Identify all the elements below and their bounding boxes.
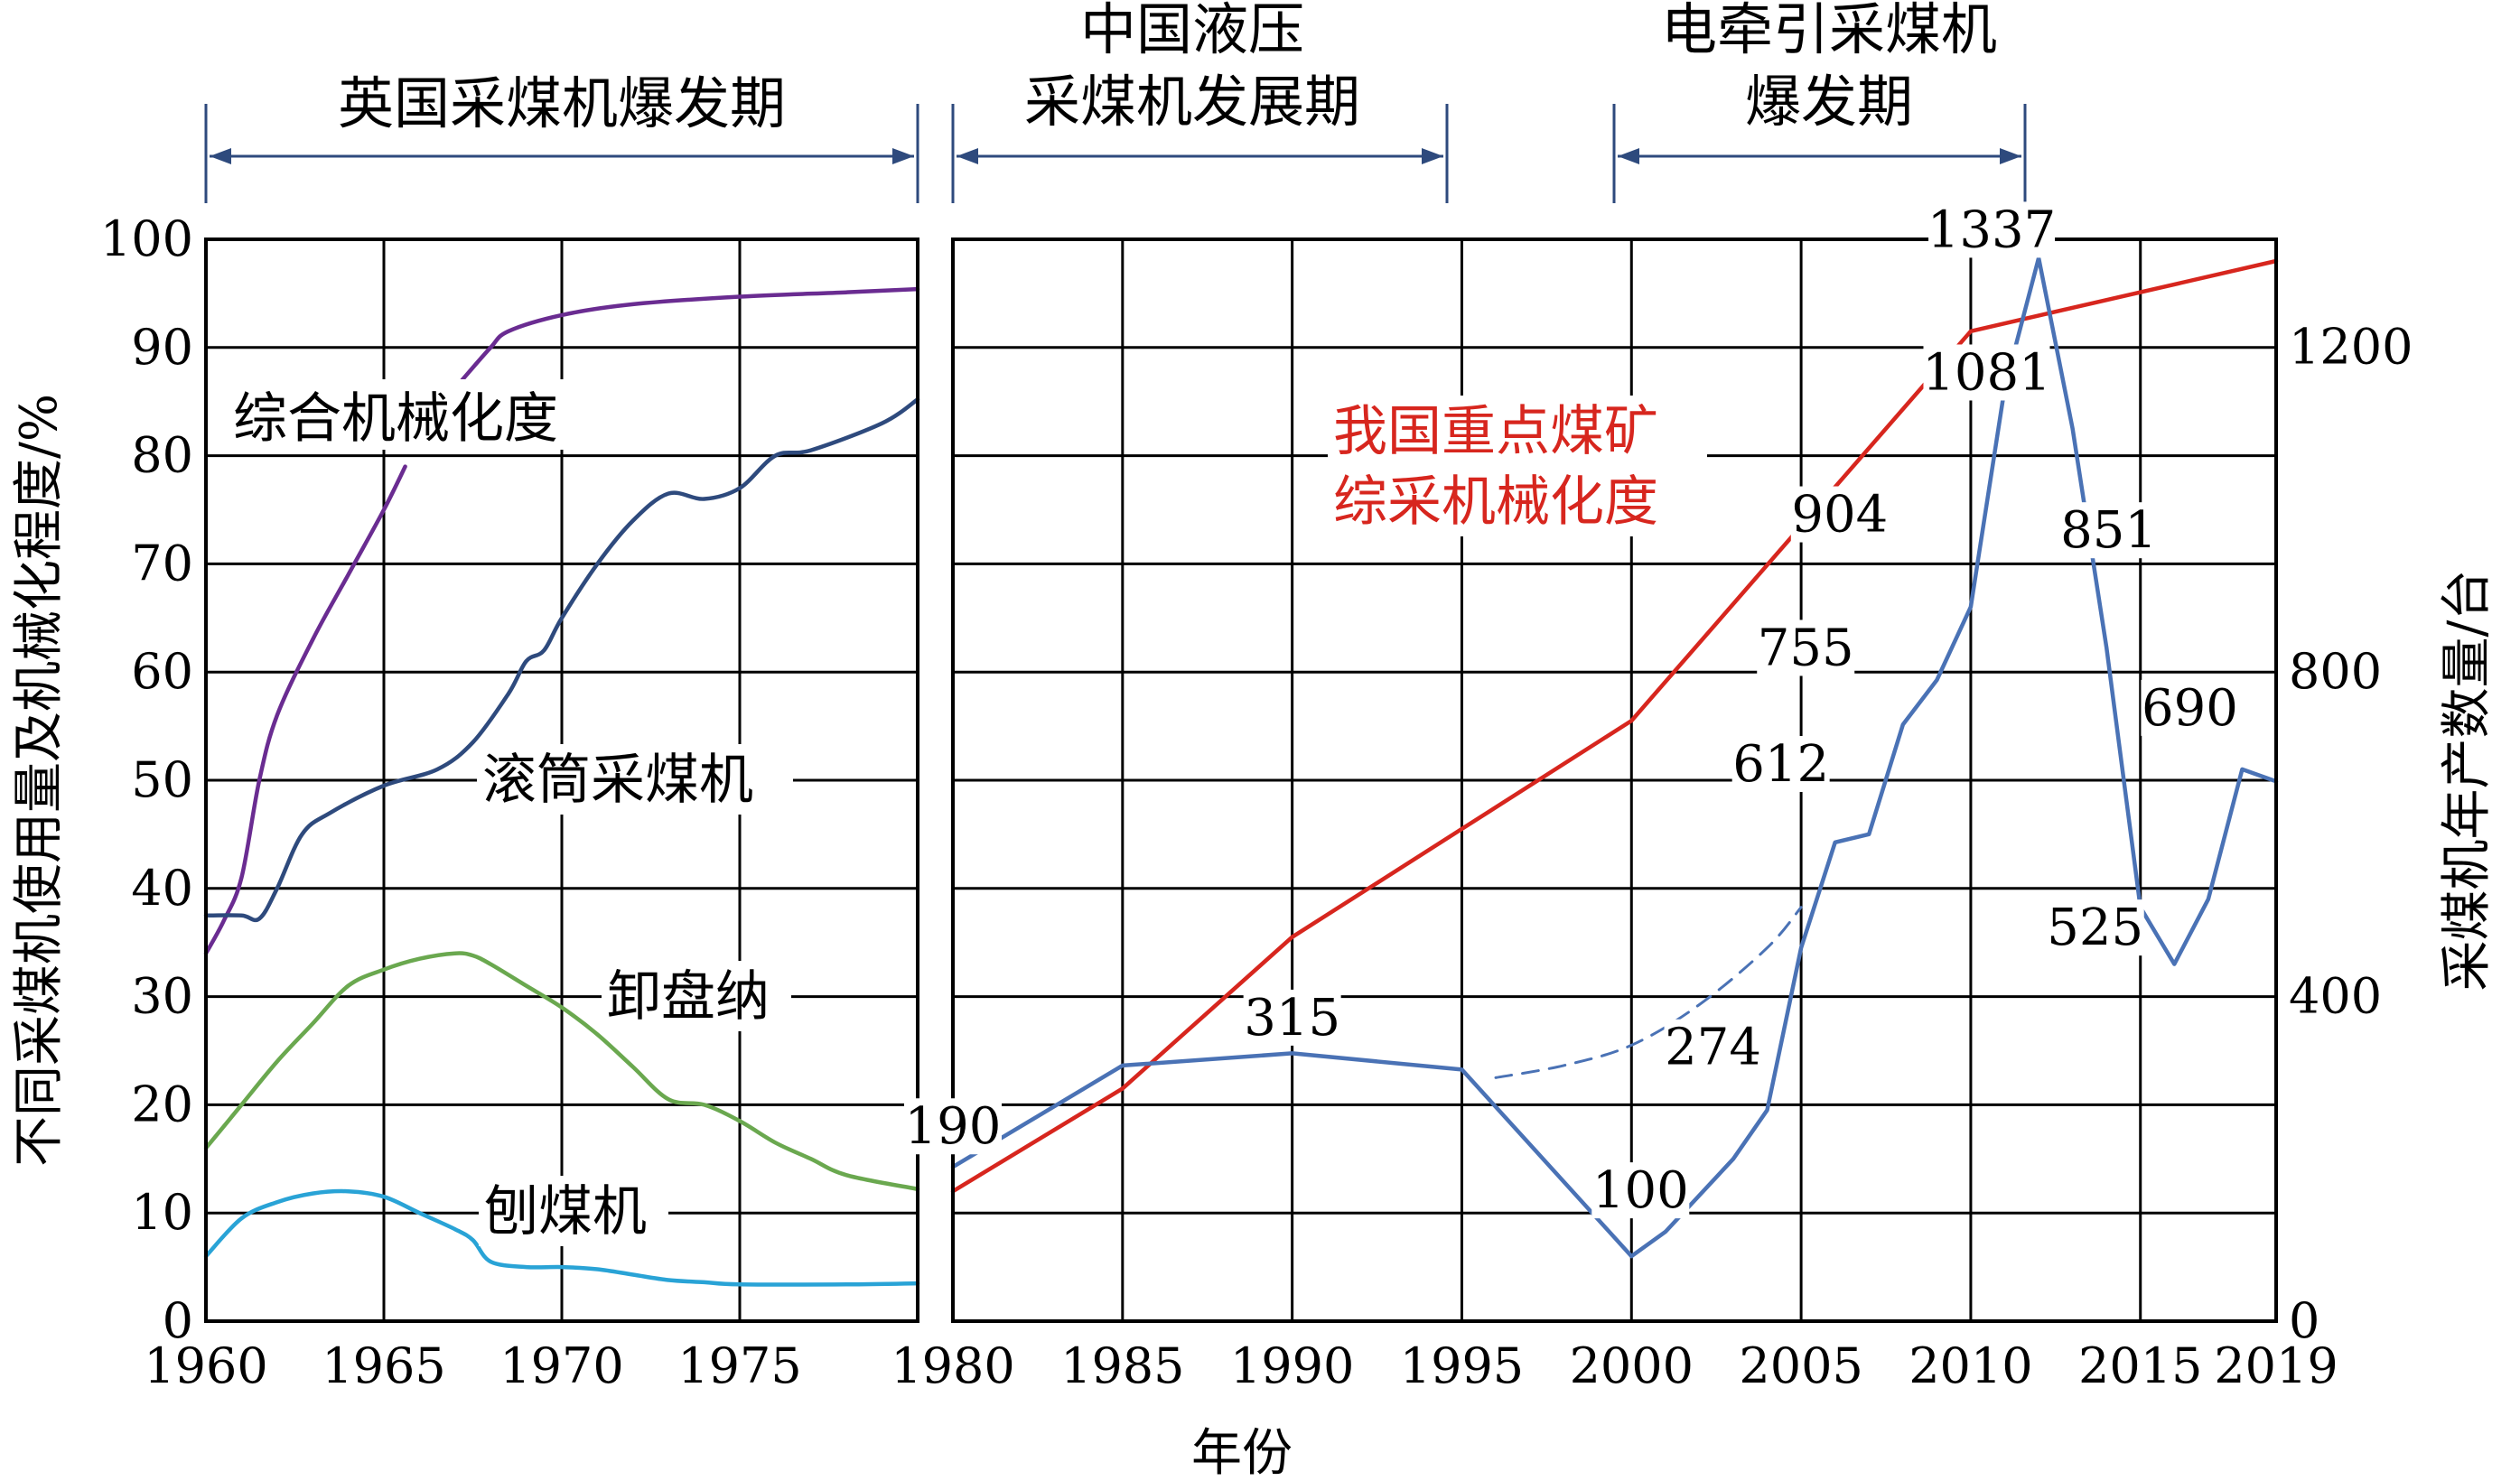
right-x-tick-2005: 2005 (1739, 1337, 1862, 1394)
data-label-bg-9 (2059, 502, 2158, 559)
data-label-612: 612 (1732, 735, 1829, 794)
left-y-tick-0: 0 (163, 1292, 193, 1349)
left-y-tick-100: 100 (100, 210, 193, 267)
data-label-904: 904 (1791, 486, 1888, 545)
data-label-315: 315 (1244, 989, 1340, 1048)
left-series-3-line (203, 1188, 920, 1287)
left-series-0-line-seg0 (203, 464, 407, 955)
data-label-690: 690 (2142, 679, 2238, 738)
left-x-tick-1970: 1970 (499, 1337, 623, 1394)
right-series-1-line (950, 256, 2279, 1259)
mech-curve-label: 综合机械化度 (233, 387, 558, 451)
right-x-tick-1995: 1995 (1400, 1337, 1524, 1394)
left-series-1-line (203, 397, 920, 923)
left-y-tick-30: 30 (131, 968, 193, 1025)
red-curve-label-line2: 综采机械化度 (1333, 470, 1658, 534)
drum-curve-label: 滚筒采煤机 (482, 749, 753, 812)
left-y-tick-90: 90 (131, 319, 193, 376)
left-y-tick-60: 60 (131, 643, 193, 700)
data-label-190: 190 (905, 1097, 1002, 1156)
data-label-bg-8 (1928, 201, 2056, 258)
right-axis-title: 采煤机年产数量/台 (2438, 570, 2497, 992)
left-y-tick-40: 40 (131, 860, 193, 917)
right-x-tick-2019: 2019 (2214, 1337, 2338, 1394)
right-y2-tick-800: 800 (2289, 643, 2382, 700)
data-label-bg-5 (1757, 619, 1855, 676)
mech-label-bg (228, 379, 598, 450)
left-x-tick-1975: 1975 (677, 1337, 801, 1394)
left-plot-frame (204, 238, 919, 1323)
data-label-bg-6 (1790, 486, 1889, 543)
data-label-bg-1 (1243, 989, 1341, 1046)
x-axis-title: 年份 (1191, 1424, 1293, 1481)
left-y-tick-80: 80 (131, 427, 193, 484)
left-x-tick-1960: 1960 (144, 1337, 267, 1394)
right-y2-tick-400: 400 (2289, 968, 2382, 1025)
right-x-tick-2010: 2010 (1909, 1337, 2032, 1394)
data-label-525: 525 (2047, 899, 2143, 957)
plough-curve-label: 刨煤机 (484, 1180, 647, 1243)
data-label-bg-2 (1591, 1162, 1690, 1219)
china-period-label-line1: 中国液压 (1080, 0, 1304, 62)
right-plot-frame (951, 238, 2278, 1323)
right-y2-tick-0: 0 (2289, 1292, 2319, 1349)
right-y2-tick-1200: 1200 (2289, 319, 2413, 376)
data-label-851: 851 (2060, 501, 2157, 560)
right-x-tick-2015: 2015 (2078, 1337, 2202, 1394)
uk-period-label: 英国采煤机爆发期 (338, 70, 786, 136)
left-y-tick-20: 20 (131, 1076, 193, 1132)
right-x-tick-1985: 1985 (1060, 1337, 1184, 1394)
data-label-bg-10 (2046, 899, 2144, 956)
data-label-755: 755 (1758, 619, 1854, 677)
red-curve-label-line1: 我国重点煤矿 (1333, 400, 1658, 463)
discharge-curve-label: 卸盘纳 (607, 965, 770, 1029)
data-label-bg-4 (1731, 735, 1830, 792)
red-label-bg (1328, 396, 1707, 536)
data-label-100: 100 (1592, 1161, 1689, 1220)
china-period-label-line2: 采煤机发展期 (1024, 69, 1360, 135)
data-label-layer: 190 315 100 274 612 755 904 1081 1337 851 525 690 (904, 200, 2239, 1220)
data-label-bg-11 (2141, 679, 2239, 736)
tick-layer: 0 10 20 30 40 50 60 70 80 90 100 1960 1965 1970 1975 19… (100, 210, 2413, 1394)
data-label-bg-7 (1923, 344, 2050, 401)
discharge-label-bg (602, 961, 791, 1031)
electric-period-label-line1: 电牵引采煤机 (1661, 0, 1997, 62)
left-y-tick-70: 70 (131, 535, 193, 591)
electric-period-label-line2: 爆发期 (1745, 69, 1913, 135)
left-axis-title: 不同采煤机使用量及机械化程度/% (10, 394, 69, 1167)
data-label-1081: 1081 (1922, 343, 2051, 402)
right-x-tick-2000: 2000 (1570, 1337, 1694, 1394)
plough-label-bg (479, 1176, 668, 1246)
right-x-tick-1990: 1990 (1230, 1337, 1354, 1394)
data-label-274: 274 (1665, 1019, 1761, 1077)
right-x-tick-1980: 1980 (891, 1337, 1014, 1394)
left-series-2-line (203, 951, 920, 1192)
data-label-bg-0 (904, 1098, 1002, 1155)
drum-label-bg (477, 744, 793, 815)
left-y-tick-10: 10 (131, 1184, 193, 1241)
data-label-1337: 1337 (1927, 200, 2057, 259)
period-headers (204, 104, 2027, 203)
left-x-tick-1965: 1965 (322, 1337, 445, 1394)
data-label-bg-3 (1664, 1019, 1762, 1076)
left-y-tick-50: 50 (131, 751, 193, 808)
left-series-0-line-seg1 (460, 286, 920, 382)
